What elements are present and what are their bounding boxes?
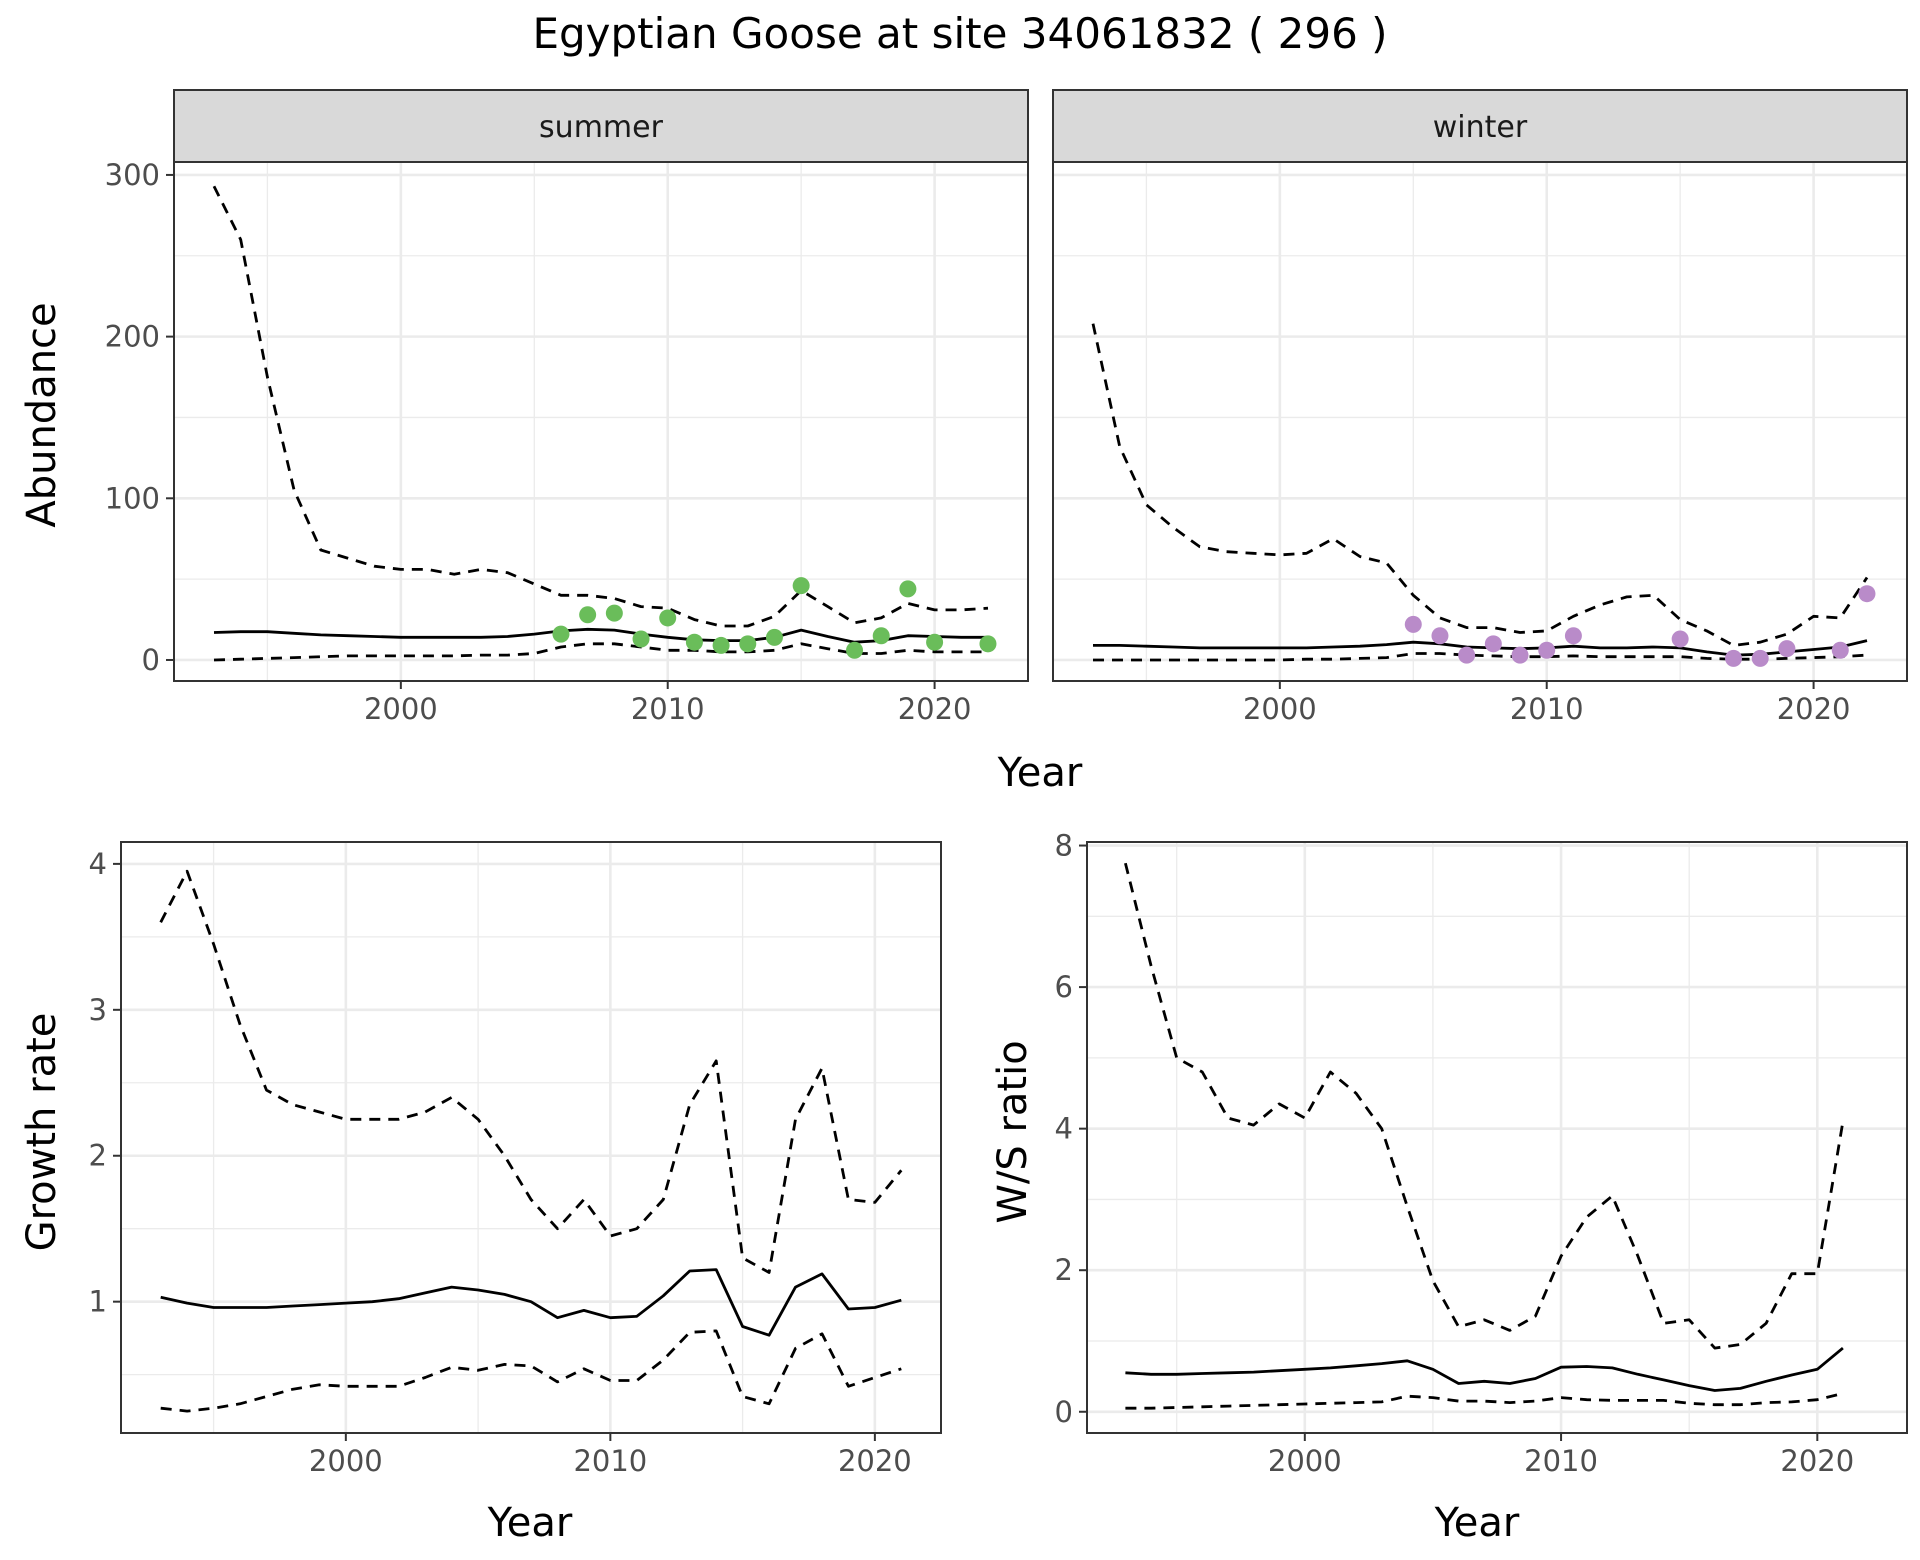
- panel-abundance-winter: 2000 2010 2020: [1052, 161, 1908, 726]
- panel-border: [120, 841, 942, 1434]
- lower-ci-line: [160, 1329, 902, 1413]
- data-point: [926, 633, 944, 651]
- data-point: [792, 577, 810, 595]
- x-tick-label: 2010: [631, 692, 705, 726]
- y-tick-label: 3: [89, 993, 107, 1027]
- data-point: [659, 609, 677, 627]
- lower-ci-line: [1093, 652, 1868, 662]
- series-group: [1124, 862, 1845, 1410]
- lower-ci-line: [213, 642, 988, 662]
- facet-label-summer: summer: [539, 110, 664, 145]
- x-tick-label: 2000: [309, 1444, 383, 1478]
- panel-border: [1052, 161, 1908, 682]
- x-tick-label: 2010: [573, 1444, 647, 1478]
- y-tick-label: 4: [89, 847, 107, 881]
- series-group: [1091, 323, 1876, 667]
- y-tick-label: 0: [142, 643, 160, 677]
- y-tick-label: 8: [1055, 829, 1073, 863]
- data-point: [1484, 635, 1502, 653]
- y-tick-label: 200: [105, 320, 160, 354]
- estimate-line: [213, 627, 988, 644]
- y-tick-label: 4: [1055, 1112, 1073, 1146]
- y-tick-label: 1: [89, 1285, 107, 1319]
- data-point: [552, 625, 570, 643]
- upper-ci-line: [1091, 323, 1869, 647]
- y-tick-label: 300: [105, 158, 160, 192]
- panel-abundance-summer: 2000 2010 2020 0 100 200 300: [105, 158, 1029, 726]
- y-tick-label: 0: [1055, 1395, 1073, 1429]
- series-group: [212, 185, 997, 662]
- estimate-line: [1093, 639, 1868, 657]
- facet-label-winter: winter: [1433, 110, 1528, 145]
- x-tick-label: 2010: [1510, 692, 1584, 726]
- ratio-x-axis-title: Year: [1434, 1500, 1520, 1546]
- data-point: [1538, 641, 1556, 659]
- data-point: [1564, 627, 1582, 645]
- estimate-line: [160, 1268, 902, 1337]
- y-tick-label: 2: [89, 1139, 107, 1173]
- x-tick-label: 2020: [1777, 692, 1851, 726]
- data-point: [685, 633, 703, 651]
- data-point: [1858, 585, 1876, 603]
- x-tick-label: 2000: [1243, 692, 1317, 726]
- y-tick-label: 6: [1055, 970, 1073, 1004]
- data-point: [1511, 646, 1529, 664]
- data-point: [1725, 649, 1743, 667]
- upper-ci-line: [159, 869, 903, 1274]
- data-point: [846, 641, 864, 659]
- data-point: [899, 580, 917, 598]
- abundance-y-axis-title: Abundance: [19, 302, 65, 527]
- growth-x-axis-title: Year: [487, 1500, 573, 1546]
- x-tick-label: 2000: [364, 692, 438, 726]
- y-tick-label: 100: [105, 481, 160, 515]
- x-tick-label: 2020: [898, 692, 972, 726]
- panel-border: [1086, 841, 1908, 1434]
- data-point: [712, 636, 730, 654]
- data-point: [1831, 641, 1849, 659]
- lower-ci-line: [1125, 1392, 1844, 1410]
- upper-ci-line: [212, 185, 989, 628]
- estimate-line: [1125, 1347, 1844, 1392]
- chart-title: Egyptian Goose at site 34061832 ( 296 ): [532, 9, 1387, 58]
- x-tick-label: 2020: [1780, 1444, 1854, 1478]
- facet-strip-winter: [1052, 89, 1908, 163]
- data-point: [979, 635, 997, 653]
- growth-y-axis-title: Growth rate: [19, 1013, 65, 1252]
- data-point: [1778, 640, 1796, 658]
- abundance-x-axis-title: Year: [997, 750, 1083, 796]
- data-point: [632, 630, 650, 648]
- ratio-y-axis-title: W/S ratio: [990, 1040, 1036, 1223]
- panel-growth-rate: 2000 2010 2020 1 2 3 4: [89, 841, 942, 1478]
- panel-ws-ratio: 2000 2010 2020 0 2 4 6 8: [1055, 829, 1908, 1478]
- y-tick-label: 2: [1055, 1253, 1073, 1287]
- series-group: [159, 869, 903, 1413]
- data-point: [1404, 615, 1422, 633]
- data-point: [872, 627, 890, 645]
- upper-ci-line: [1124, 862, 1845, 1350]
- x-tick-label: 2000: [1268, 1444, 1342, 1478]
- data-point: [739, 635, 757, 653]
- data-point: [1751, 649, 1769, 667]
- facet-strip-summer: [173, 89, 1029, 163]
- data-point: [1431, 627, 1449, 645]
- data-point: [579, 606, 597, 624]
- data-point: [1671, 630, 1689, 648]
- x-tick-label: 2010: [1524, 1444, 1598, 1478]
- panel-border: [173, 161, 1029, 682]
- data-point: [1458, 646, 1476, 664]
- data-point: [765, 628, 783, 646]
- data-point: [605, 604, 623, 622]
- x-tick-label: 2020: [838, 1444, 912, 1478]
